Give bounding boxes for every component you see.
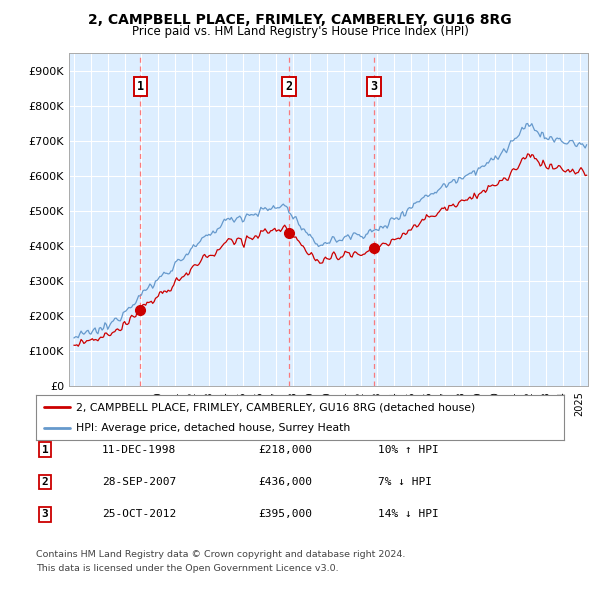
Text: 25-OCT-2012: 25-OCT-2012 xyxy=(102,510,176,519)
Text: £395,000: £395,000 xyxy=(258,510,312,519)
Text: £218,000: £218,000 xyxy=(258,445,312,454)
Text: HPI: Average price, detached house, Surrey Heath: HPI: Average price, detached house, Surr… xyxy=(76,422,350,432)
Text: 2: 2 xyxy=(41,477,49,487)
Text: 2: 2 xyxy=(285,80,292,93)
Text: 3: 3 xyxy=(41,510,49,519)
Text: 2, CAMPBELL PLACE, FRIMLEY, CAMBERLEY, GU16 8RG: 2, CAMPBELL PLACE, FRIMLEY, CAMBERLEY, G… xyxy=(88,13,512,27)
Text: 2, CAMPBELL PLACE, FRIMLEY, CAMBERLEY, GU16 8RG (detached house): 2, CAMPBELL PLACE, FRIMLEY, CAMBERLEY, G… xyxy=(76,402,475,412)
Text: 10% ↑ HPI: 10% ↑ HPI xyxy=(378,445,439,454)
Text: 1: 1 xyxy=(137,80,144,93)
Text: Contains HM Land Registry data © Crown copyright and database right 2024.: Contains HM Land Registry data © Crown c… xyxy=(36,550,406,559)
Text: 1: 1 xyxy=(41,445,49,454)
Text: 7% ↓ HPI: 7% ↓ HPI xyxy=(378,477,432,487)
Text: 3: 3 xyxy=(371,80,378,93)
Text: Price paid vs. HM Land Registry's House Price Index (HPI): Price paid vs. HM Land Registry's House … xyxy=(131,25,469,38)
Text: 28-SEP-2007: 28-SEP-2007 xyxy=(102,477,176,487)
Text: This data is licensed under the Open Government Licence v3.0.: This data is licensed under the Open Gov… xyxy=(36,565,338,573)
Text: 11-DEC-1998: 11-DEC-1998 xyxy=(102,445,176,454)
Text: 14% ↓ HPI: 14% ↓ HPI xyxy=(378,510,439,519)
Text: £436,000: £436,000 xyxy=(258,477,312,487)
